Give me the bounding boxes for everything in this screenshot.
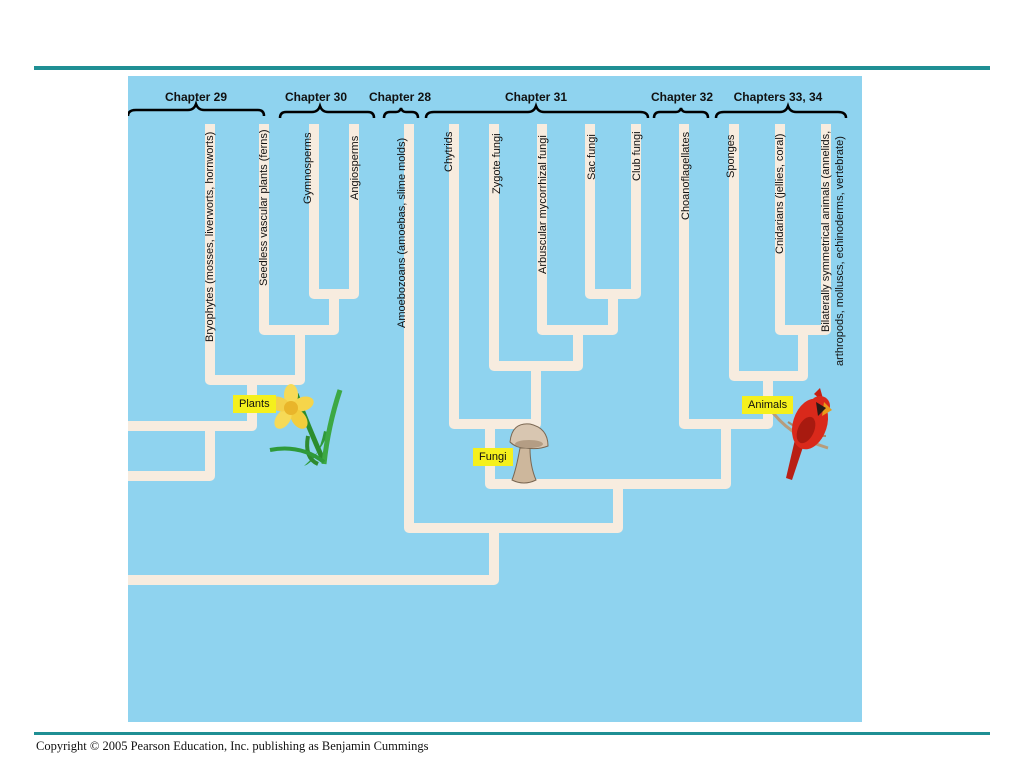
chapter-32-label: Chapter 32 xyxy=(650,90,714,104)
chapter-braces xyxy=(128,100,848,119)
branch-animals-stem xyxy=(618,424,731,489)
brace-chapter-33-34 xyxy=(714,102,848,119)
taxon-label-zygote-fungi: Zygote fungi xyxy=(491,133,503,194)
brace-chapter-32 xyxy=(652,107,710,119)
tree-branches xyxy=(128,124,831,585)
brace-chapter-31 xyxy=(424,102,650,119)
branch-arbuscular xyxy=(537,124,618,335)
branch-unikont-root xyxy=(128,528,499,585)
bottom-rule xyxy=(34,732,990,735)
chapters-33-34-label: Chapters 33, 34 xyxy=(733,90,823,104)
brace-chapter-28 xyxy=(382,107,420,119)
branch-fungi-stem xyxy=(485,424,618,489)
branch-plants-root xyxy=(128,426,215,481)
tree-svg xyxy=(128,100,848,585)
taxon-label-bilateral-line2: arthropods, molluscs, echinoderms, verte… xyxy=(834,136,846,366)
branch-sponges xyxy=(729,124,808,381)
brace-chapter-29 xyxy=(128,100,266,117)
taxon-label-seedless-vascular: Seedless vascular plants (ferns) xyxy=(258,129,270,286)
branch-bryophytes xyxy=(205,124,305,385)
daffodil-icon xyxy=(268,384,343,466)
branch-ferns-seed xyxy=(259,124,339,335)
taxon-label-bryophytes: Bryophytes (mosses, liverworts, hornwort… xyxy=(204,131,216,342)
branch-gymno-angio xyxy=(309,124,359,299)
copyright-footer: Copyright © 2005 Pearson Education, Inc.… xyxy=(36,739,429,753)
mushroom-icon xyxy=(509,423,549,484)
branch-opisthokont xyxy=(404,124,623,533)
chapter-30-label: Chapter 30 xyxy=(284,90,348,104)
brace-chapter-30 xyxy=(278,102,376,119)
animals-tag: Animals xyxy=(742,396,794,414)
phylogenetic-tree-panel: Chapter 29 Chapter 30 Chapter 28 Chapter… xyxy=(128,76,862,722)
cardinal-icon xyxy=(766,388,832,480)
taxon-label-gymnosperms: Gymnosperms xyxy=(302,132,314,204)
top-rule xyxy=(34,66,990,70)
fungi-tag: Fungi xyxy=(473,448,513,466)
taxon-label-cnidarians: Cnidarians (jellies, coral) xyxy=(774,133,786,254)
plants-tag: Plants xyxy=(233,395,276,413)
taxon-label-sac-fungi: Sac fungi xyxy=(586,134,598,180)
taxon-label-arbuscular: Arbuscular mycorrhizal fungi xyxy=(537,135,549,274)
chapter-28-label: Chapter 28 xyxy=(368,90,432,104)
chapter-31-label: Chapter 31 xyxy=(504,90,568,104)
taxon-label-sponges: Sponges xyxy=(725,134,737,178)
taxon-label-chytrids: Chytrids xyxy=(443,131,455,172)
taxon-label-angiosperms: Angiosperms xyxy=(349,135,361,200)
taxon-label-bilateral-line1: Bilaterally symmetrical animals (annelid… xyxy=(820,130,832,332)
chapter-29-label: Chapter 29 xyxy=(164,90,228,104)
taxon-label-choanoflagellates: Choanoflagellates xyxy=(680,131,692,220)
taxon-label-club-fungi: Club fungi xyxy=(631,131,643,181)
taxon-label-amoebozoans: Amoebozoans (amoebas, slime molds) xyxy=(396,137,408,328)
